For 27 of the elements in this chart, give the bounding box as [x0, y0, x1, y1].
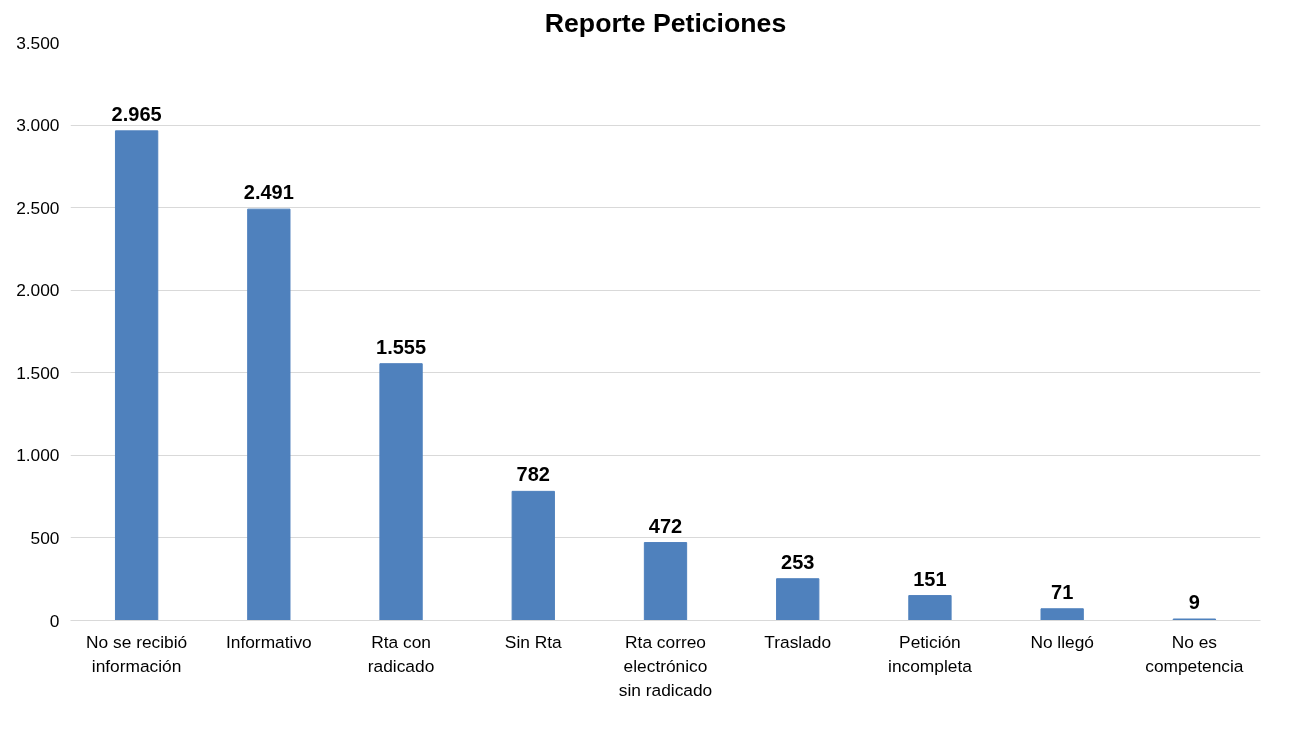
x-tick-label: Informativo — [225, 631, 312, 652]
x-tick-label: No es competencia — [1145, 631, 1244, 676]
y-tick-label: 3.500 — [16, 32, 60, 53]
y-tick-label: 2.500 — [16, 197, 60, 218]
y-tick-label: 1.500 — [16, 362, 60, 383]
y-tick-label: 3.000 — [16, 115, 60, 136]
y-tick-label: 0 — [49, 610, 60, 631]
y-tick-label: 1.000 — [16, 445, 60, 466]
x-tick-label: Petición incompleta — [888, 631, 973, 676]
chart-title: Reporte Peticiones — [544, 7, 787, 38]
y-tick-label: 500 — [30, 527, 60, 548]
x-tick-label: No se recibió información — [86, 631, 188, 676]
data-label: 1.555 — [376, 335, 427, 358]
data-label: 9 — [1188, 591, 1200, 614]
x-tick-label: Traslado — [764, 631, 832, 652]
x-tick-label: No llegó — [1030, 631, 1094, 652]
x-tick-label: Rta correo electrónico sin radicado — [618, 631, 713, 700]
x-tick-label: Sin Rta — [504, 631, 563, 652]
data-label: 2.491 — [243, 181, 294, 204]
y-tick-label: 2.000 — [16, 280, 60, 301]
data-label: 2.965 — [111, 102, 162, 125]
data-label: 782 — [516, 463, 550, 486]
data-label: 472 — [648, 514, 683, 537]
x-tick-label: Rta con radicado — [367, 631, 435, 676]
data-label: 151 — [913, 567, 947, 590]
data-label: 253 — [781, 550, 815, 573]
data-label: 71 — [1051, 580, 1074, 603]
